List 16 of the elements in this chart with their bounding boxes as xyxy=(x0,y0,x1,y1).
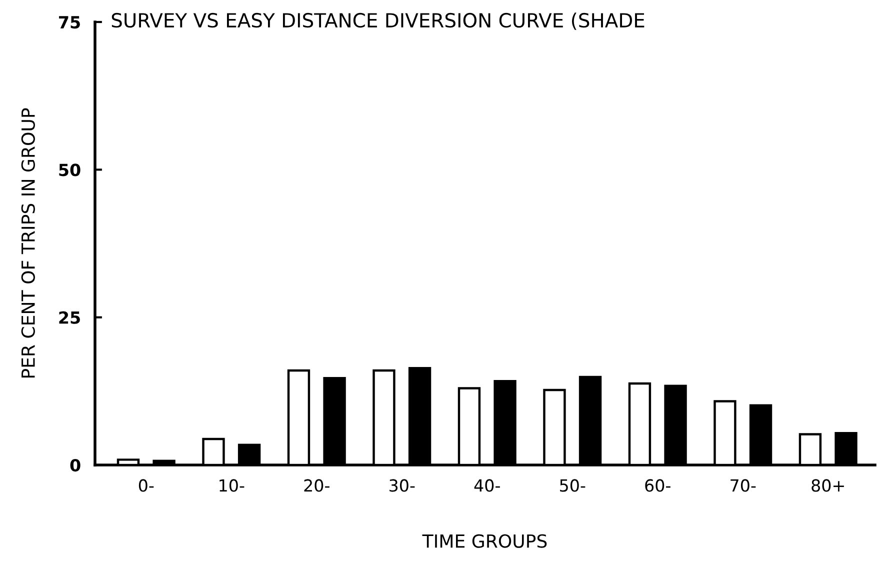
x-tick-label: 50- xyxy=(560,479,586,492)
x-tick-label: 30- xyxy=(390,479,415,492)
y-tick-label: 25 xyxy=(59,311,80,324)
y-axis-title: PER CENT OF TRIPS IN GROUP xyxy=(21,108,35,378)
x-tick-label: 80+ xyxy=(812,479,844,492)
x-tick-label: 40- xyxy=(474,479,500,492)
chart-title: SURVEY VS EASY DISTANCE DIVERSION CURVE (SHADE xyxy=(112,12,644,30)
x-tick-label: 70- xyxy=(730,479,756,492)
x-tick-label: 10- xyxy=(220,479,244,492)
y-tick-label: 50 xyxy=(59,164,80,176)
x-axis-title: TIME GROUPS xyxy=(422,534,547,548)
y-tick-label: 75 xyxy=(59,16,80,29)
x-tick-label: 20- xyxy=(304,479,330,492)
x-tick-label: 0- xyxy=(138,479,154,492)
x-tick-label: 60- xyxy=(645,479,670,492)
y-tick-label: 0 xyxy=(70,458,80,472)
